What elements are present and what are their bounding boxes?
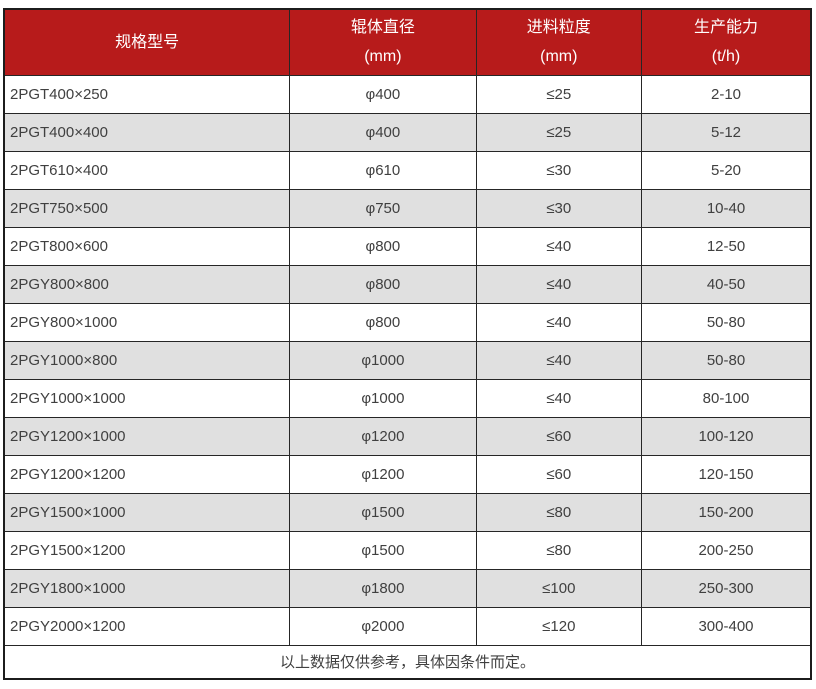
cell-feed-size: ≤40 (475, 378, 643, 418)
cell-model: 2PGT400×400 (3, 112, 291, 152)
cell-model: 2PGY1500×1200 (3, 530, 291, 570)
cell-model: 2PGY1000×1000 (3, 378, 291, 418)
column-header-model: 规格型号 (3, 8, 291, 76)
cell-roller-diameter: φ1000 (289, 340, 477, 380)
table-row: 2PGY1200×1200 φ1200 ≤60 120-150 (3, 454, 812, 494)
cell-feed-size: ≤60 (475, 416, 643, 456)
table-row: 2PGT800×600 φ800 ≤40 12-50 (3, 226, 812, 266)
cell-model: 2PGT800×600 (3, 226, 291, 266)
cell-feed-size: ≤40 (475, 340, 643, 380)
cell-roller-diameter: φ1500 (289, 492, 477, 532)
table-row: 2PGY1200×1000 φ1200 ≤60 100-120 (3, 416, 812, 456)
cell-model: 2PGY1200×1200 (3, 454, 291, 494)
cell-roller-diameter: φ400 (289, 74, 477, 114)
cell-feed-size: ≤30 (475, 150, 643, 190)
column-header-feed-size: 进料粒度 (mm) (475, 8, 643, 76)
cell-roller-diameter: φ610 (289, 150, 477, 190)
cell-feed-size: ≤25 (475, 74, 643, 114)
cell-roller-diameter: φ1800 (289, 568, 477, 608)
cell-feed-size: ≤30 (475, 188, 643, 228)
cell-roller-diameter: φ1200 (289, 416, 477, 456)
column-header-label: 生产能力 (693, 19, 758, 37)
table-header: 规格型号 辊体直径 (mm) 进料粒度 (mm) 生产能力 (t/h) (3, 8, 812, 76)
cell-capacity: 12-50 (641, 226, 812, 266)
header-row: 规格型号 辊体直径 (mm) 进料粒度 (mm) 生产能力 (t/h) (3, 8, 812, 76)
cell-capacity: 50-80 (641, 340, 812, 380)
table-footnote: 以上数据仅供参考，具体因条件而定。 (3, 644, 812, 680)
cell-capacity: 50-80 (641, 302, 812, 342)
column-header-unit: (t/h) (711, 48, 741, 66)
cell-capacity: 120-150 (641, 454, 812, 494)
cell-roller-diameter: φ1200 (289, 454, 477, 494)
cell-capacity: 2-10 (641, 74, 812, 114)
cell-feed-size: ≤60 (475, 454, 643, 494)
cell-model: 2PGY1000×800 (3, 340, 291, 380)
cell-roller-diameter: φ1500 (289, 530, 477, 570)
cell-feed-size: ≤80 (475, 530, 643, 570)
cell-model: 2PGY800×1000 (3, 302, 291, 342)
footnote-row: 以上数据仅供参考，具体因条件而定。 (3, 644, 812, 680)
cell-roller-diameter: φ750 (289, 188, 477, 228)
table-row: 2PGY800×1000 φ800 ≤40 50-80 (3, 302, 812, 342)
cell-model: 2PGY1500×1000 (3, 492, 291, 532)
table-row: 2PGY800×800 φ800 ≤40 40-50 (3, 264, 812, 304)
cell-model: 2PGT610×400 (3, 150, 291, 190)
cell-roller-diameter: φ800 (289, 264, 477, 304)
cell-feed-size: ≤40 (475, 226, 643, 266)
cell-roller-diameter: φ800 (289, 302, 477, 342)
table-row: 2PGY1500×1200 φ1500 ≤80 200-250 (3, 530, 812, 570)
table-row: 2PGY2000×1200 φ2000 ≤120 300-400 (3, 606, 812, 646)
cell-feed-size: ≤100 (475, 568, 643, 608)
cell-capacity: 40-50 (641, 264, 812, 304)
table-row: 2PGT750×500 φ750 ≤30 10-40 (3, 188, 812, 228)
cell-capacity: 5-20 (641, 150, 812, 190)
table-footer: 以上数据仅供参考，具体因条件而定。 (3, 644, 812, 680)
cell-capacity: 10-40 (641, 188, 812, 228)
table-row: 2PGY1500×1000 φ1500 ≤80 150-200 (3, 492, 812, 532)
cell-capacity: 150-200 (641, 492, 812, 532)
cell-feed-size: ≤40 (475, 302, 643, 342)
cell-model: 2PGY1200×1000 (3, 416, 291, 456)
cell-roller-diameter: φ1000 (289, 378, 477, 418)
spec-table: 规格型号 辊体直径 (mm) 进料粒度 (mm) 生产能力 (t/h) 2PGT… (3, 8, 812, 680)
cell-roller-diameter: φ800 (289, 226, 477, 266)
cell-model: 2PGY2000×1200 (3, 606, 291, 646)
cell-capacity: 200-250 (641, 530, 812, 570)
column-header-label: 规格型号 (115, 33, 180, 51)
cell-capacity: 80-100 (641, 378, 812, 418)
column-header-label: 辊体直径 (350, 19, 415, 37)
column-header-unit: (mm) (364, 48, 402, 66)
table-row: 2PGY1000×1000 φ1000 ≤40 80-100 (3, 378, 812, 418)
cell-capacity: 100-120 (641, 416, 812, 456)
cell-feed-size: ≤40 (475, 264, 643, 304)
cell-roller-diameter: φ400 (289, 112, 477, 152)
cell-feed-size: ≤120 (475, 606, 643, 646)
table-row: 2PGT400×400 φ400 ≤25 5-12 (3, 112, 812, 152)
column-header-capacity: 生产能力 (t/h) (641, 8, 812, 76)
cell-capacity: 5-12 (641, 112, 812, 152)
column-header-label: 进料粒度 (526, 19, 591, 37)
table-row: 2PGY1800×1000 φ1800 ≤100 250-300 (3, 568, 812, 608)
cell-capacity: 300-400 (641, 606, 812, 646)
cell-roller-diameter: φ2000 (289, 606, 477, 646)
cell-feed-size: ≤80 (475, 492, 643, 532)
cell-model: 2PGY800×800 (3, 264, 291, 304)
cell-feed-size: ≤25 (475, 112, 643, 152)
table-row: 2PGT400×250 φ400 ≤25 2-10 (3, 74, 812, 114)
cell-model: 2PGT400×250 (3, 74, 291, 114)
column-header-roller-diameter: 辊体直径 (mm) (289, 8, 477, 76)
table-row: 2PGY1000×800 φ1000 ≤40 50-80 (3, 340, 812, 380)
table-row: 2PGT610×400 φ610 ≤30 5-20 (3, 150, 812, 190)
column-header-unit: (mm) (540, 48, 578, 66)
cell-model: 2PGT750×500 (3, 188, 291, 228)
cell-model: 2PGY1800×1000 (3, 568, 291, 608)
table-body: 2PGT400×250 φ400 ≤25 2-10 2PGT400×400 φ4… (3, 74, 812, 646)
cell-capacity: 250-300 (641, 568, 812, 608)
